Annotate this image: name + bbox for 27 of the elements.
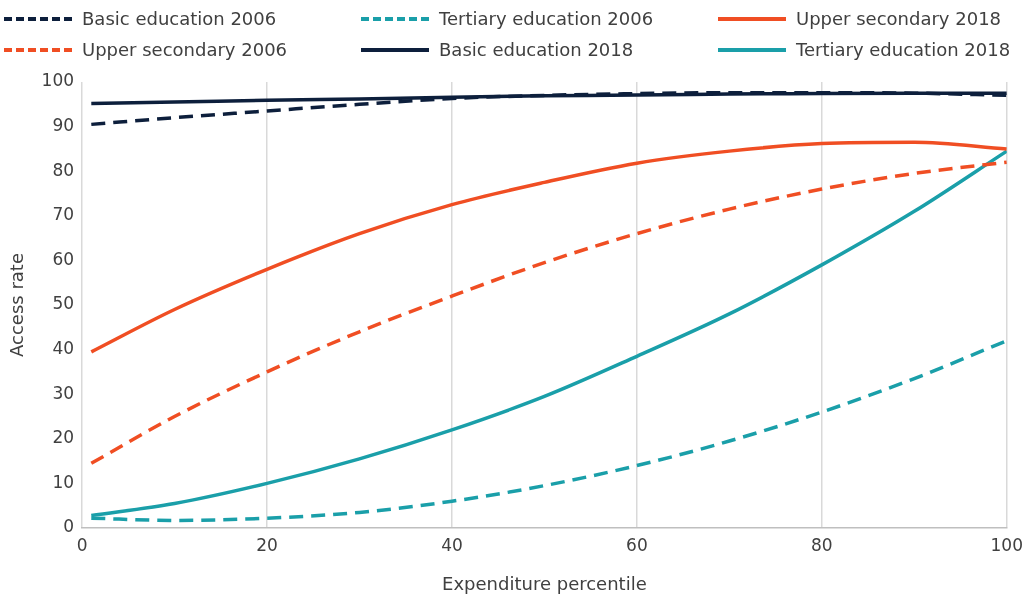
line-series [89,160,1007,466]
legend-label: Tertiary education 2006 [439,8,654,29]
x-axis-title: Expenditure percentile [442,572,647,594]
y-axis-title: Access rate [6,253,28,357]
y-tick-label: 70 [52,204,75,225]
x-tick-label: 80 [811,534,833,555]
x-tick-label: 100 [990,534,1023,555]
x-tick-label: 40 [441,534,463,555]
line-series [89,140,1007,354]
legend-label: Tertiary education 2018 [796,39,1011,60]
y-tick-label: 30 [52,382,75,403]
y-tick-label: 60 [52,248,75,269]
y-tick-label: 10 [52,471,75,492]
x-tick-label: 20 [256,534,278,555]
legend-label: Basic education 2018 [439,39,634,60]
legend-label: Upper secondary 2006 [82,39,288,60]
y-tick-label: 90 [52,115,75,136]
x-tick-label: 0 [76,534,88,555]
legend-label: Upper secondary 2018 [796,8,1002,29]
y-tick-label: 100 [41,70,75,91]
y-tick-label: 40 [52,338,75,359]
y-tick-label: 20 [52,427,75,448]
y-tick-label: 0 [63,516,75,537]
y-tick-label: 50 [52,293,75,314]
x-tick-label: 60 [626,534,648,555]
y-tick-label: 80 [52,159,75,180]
legend-label: Basic education 2006 [82,8,277,29]
